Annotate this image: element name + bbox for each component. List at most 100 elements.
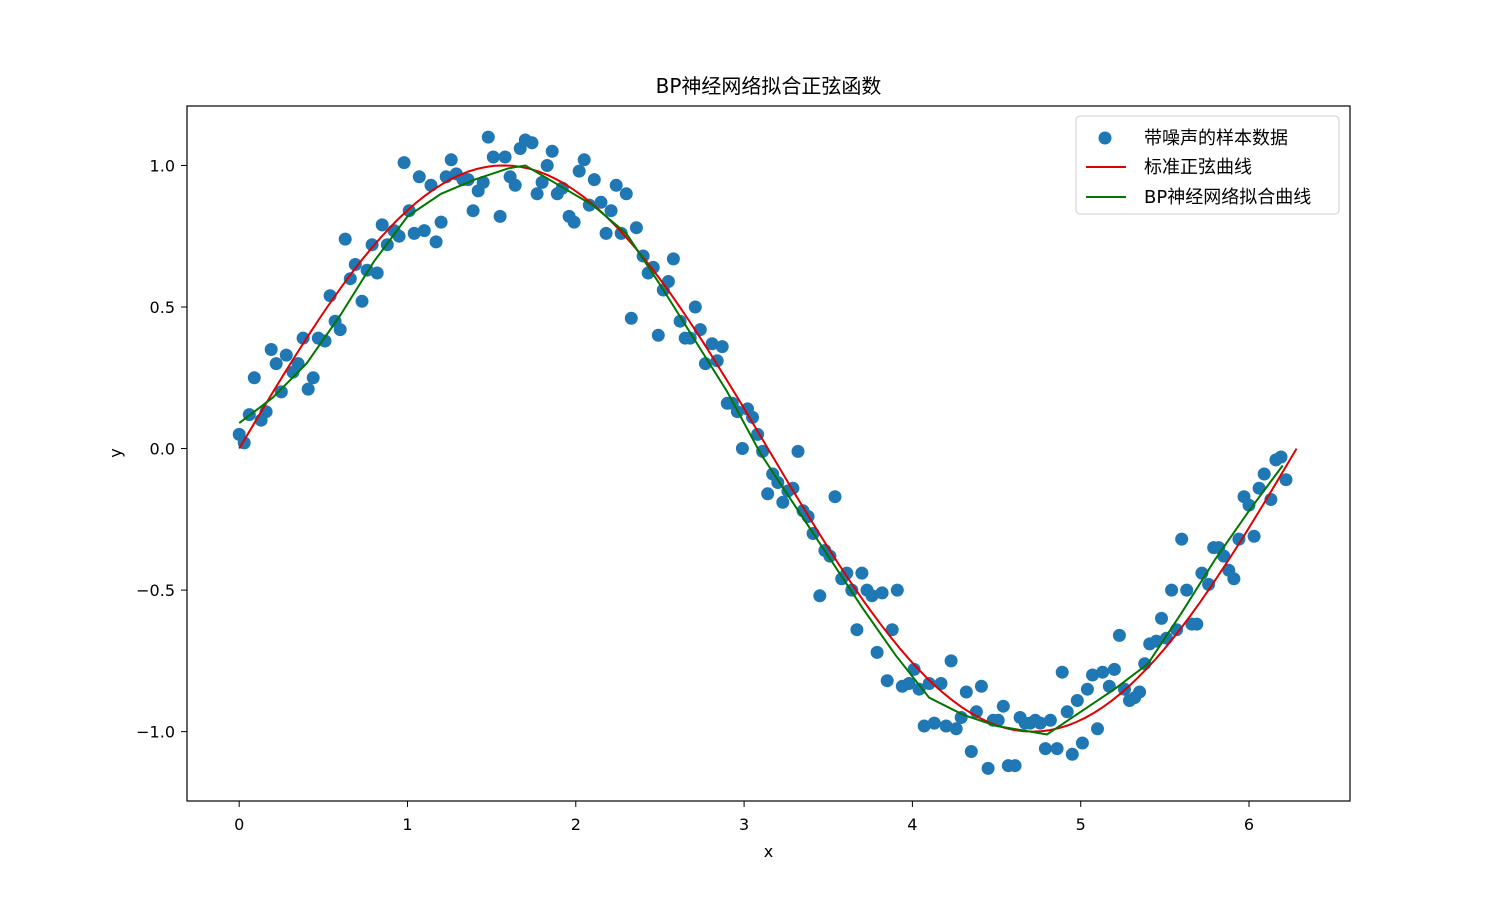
scatter-point [333, 323, 347, 337]
scatter-point [917, 719, 931, 733]
scatter-point [619, 187, 633, 201]
scatter-point [666, 252, 680, 266]
y-axis: 1.0 0.5 0.0 −0.5 −1.0 [136, 156, 187, 742]
scatter-point [746, 410, 759, 424]
scatter-point [530, 187, 544, 201]
scatter-point [885, 623, 899, 637]
scatter-point [1190, 617, 1204, 631]
scatter-point [493, 209, 507, 223]
scatter-point [264, 343, 278, 356]
scatter-point [444, 153, 458, 167]
legend-frame [1075, 115, 1340, 215]
scatter-point [599, 226, 613, 240]
scatter-point [604, 204, 618, 218]
scatter-point [269, 357, 283, 371]
scatter-point [880, 674, 894, 688]
scatter-point [397, 156, 411, 170]
scatter-point [318, 334, 332, 348]
scatter-point [855, 566, 869, 580]
scatter-point [301, 382, 315, 396]
scatter-point [1008, 759, 1022, 773]
scatter-point [577, 153, 591, 167]
scatter-point [981, 761, 995, 775]
scatter-point [865, 589, 879, 603]
sine-curve [238, 164, 1298, 733]
scatter-point [365, 238, 379, 252]
scatter-point [525, 136, 539, 150]
scatter-point [944, 654, 958, 668]
scatter-point [907, 662, 921, 676]
scatter-point [791, 444, 805, 458]
x-axis-label: x [764, 842, 773, 861]
scatter-point [688, 300, 702, 314]
scatter-point [902, 677, 916, 690]
scatter-point [761, 487, 775, 501]
scatter-point [279, 348, 293, 362]
scatter-point [412, 170, 426, 184]
scatter-point [1180, 583, 1194, 597]
legend-label-fit: BP神经网络拟合曲线 [1144, 187, 1311, 208]
scatter-point [813, 589, 827, 603]
scatter-point [1274, 450, 1288, 464]
scatter-point [776, 495, 790, 509]
scatter-point [306, 371, 320, 385]
scatter-point [939, 719, 953, 733]
plot-area [232, 130, 1298, 775]
scatter-point [996, 699, 1010, 713]
scatter-point [1165, 583, 1179, 597]
scatter-point [1138, 657, 1152, 671]
y-tick-label: 0.5 [150, 298, 175, 317]
scatter-point [870, 645, 884, 659]
scatter-point [1242, 498, 1256, 512]
scatter-point [850, 623, 864, 637]
scatter-point [1038, 742, 1052, 756]
scatter-point [370, 266, 384, 280]
scatter-point [274, 385, 288, 399]
scatter-point [715, 340, 729, 354]
scatter-series [232, 130, 1293, 775]
scatter-point [1202, 577, 1216, 591]
scatter-point [735, 442, 749, 455]
x-tick-label: 2 [571, 815, 581, 834]
scatter-point [348, 258, 362, 271]
scatter-point [1060, 705, 1074, 719]
scatter-point [1247, 529, 1261, 543]
scatter-point [476, 175, 490, 189]
scatter-point [1133, 685, 1147, 699]
scatter-point [1086, 668, 1099, 682]
scatter-point [291, 357, 305, 371]
scatter-point [1091, 722, 1104, 736]
y-tick-label: 1.0 [150, 156, 175, 175]
scatter-point [959, 685, 973, 699]
scatter-point [1227, 572, 1241, 586]
scatter-point [673, 314, 687, 328]
y-tick-label: −1.0 [136, 723, 175, 742]
scatter-point [587, 173, 601, 187]
scatter-point [875, 586, 889, 600]
scatter-point [609, 178, 623, 192]
scatter-point [651, 328, 665, 342]
scatter-point [683, 331, 697, 345]
scatter-point [1080, 682, 1094, 696]
scatter-point [355, 294, 369, 308]
scatter-point [1075, 736, 1089, 750]
scatter-point [1033, 716, 1047, 730]
scatter-point [922, 677, 936, 690]
scatter-point [1175, 532, 1189, 546]
x-tick-label: 6 [1244, 815, 1254, 834]
scatter-point [1257, 467, 1271, 481]
scatter-point [466, 204, 480, 218]
scatter-point [481, 130, 495, 144]
scatter-point [1232, 532, 1246, 546]
scatter-point [338, 232, 352, 246]
scatter-point [424, 178, 438, 192]
scatter-point [949, 722, 963, 736]
scatter-point [498, 150, 512, 164]
scatter-point [429, 235, 443, 249]
legend-marker-scatter [1098, 131, 1112, 145]
legend-label-sine: 标准正弦曲线 [1144, 157, 1252, 178]
scatter-point [594, 195, 608, 209]
scatter-point [1107, 662, 1121, 676]
x-axis: 0 1 2 3 4 5 6 [234, 801, 1254, 834]
scatter-point [1070, 694, 1084, 707]
